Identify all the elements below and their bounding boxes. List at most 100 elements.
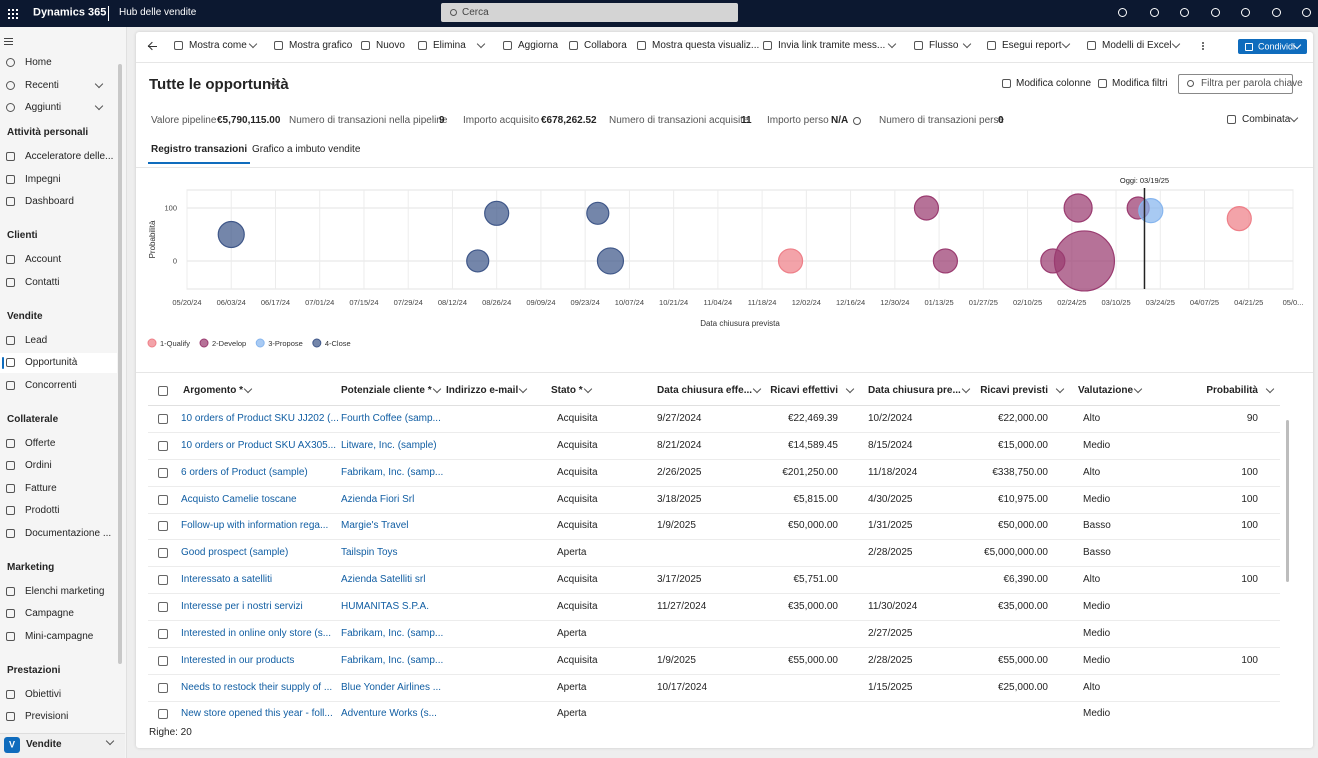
nav-item[interactable]: Campagne xyxy=(25,608,74,619)
nav-item[interactable]: Home xyxy=(25,57,52,68)
area-switcher[interactable] xyxy=(0,733,125,758)
cell-link[interactable]: Margie's Travel xyxy=(341,520,409,532)
nav-item[interactable]: Lead xyxy=(25,334,48,346)
view-action[interactable]: Modifica filtri xyxy=(1112,78,1168,89)
menu-line[interactable] xyxy=(4,38,13,39)
nav-item[interactable]: Ordini xyxy=(25,460,52,471)
cell-link[interactable]: Fabrikam, Inc. (samp... xyxy=(341,654,444,666)
cell-link[interactable]: Acquisto Camelie toscane xyxy=(181,493,297,505)
cell-link[interactable]: 10 orders of Product SKU JJ202 (... xyxy=(181,413,339,424)
column-header[interactable]: Indirizzo e-mail xyxy=(446,385,519,396)
nav-item[interactable]: Contatti xyxy=(25,276,60,288)
nav-item[interactable]: Aggiunti xyxy=(25,102,62,113)
toolbar-button[interactable]: Nuovo xyxy=(376,40,405,51)
row-checkbox[interactable] xyxy=(158,414,168,424)
nav-item[interactable]: Impegni xyxy=(25,173,61,185)
nav-item[interactable]: Prodotti xyxy=(25,505,60,516)
nav-item[interactable]: Mini-campagne xyxy=(25,630,94,642)
column-header[interactable]: Data chiusura effe... xyxy=(657,385,753,396)
header-icon[interactable] xyxy=(1211,8,1220,17)
row-checkbox[interactable] xyxy=(158,440,168,451)
nav-item[interactable]: Account xyxy=(25,254,62,265)
more-dot[interactable] xyxy=(1202,42,1204,44)
cell-link[interactable]: Blue Yonder Airlines ... xyxy=(341,681,442,693)
cell-link[interactable]: Interesse per i nostri servizi xyxy=(181,600,303,612)
row-checkbox[interactable] xyxy=(158,494,168,505)
header-icon[interactable] xyxy=(1272,8,1281,17)
column-header[interactable]: Potenziale cliente * xyxy=(341,385,432,396)
header-icon[interactable] xyxy=(1241,8,1250,17)
share-button[interactable] xyxy=(1238,39,1307,54)
menu-line xyxy=(4,44,13,45)
nav-item[interactable]: Previsioni xyxy=(25,711,69,722)
nav-item[interactable]: Concorrenti xyxy=(25,379,77,391)
cell-link[interactable]: 6 orders of Product (sample) xyxy=(181,466,308,478)
row-checkbox[interactable] xyxy=(158,467,168,478)
column-header[interactable]: Argomento * xyxy=(183,385,243,396)
cell-link[interactable]: Adventure Works (s... xyxy=(341,708,437,720)
row-checkbox[interactable] xyxy=(158,682,168,693)
cell-link[interactable]: Good prospect (sample) xyxy=(181,547,289,559)
cell-link[interactable]: Interessato a satelliti xyxy=(181,574,273,586)
filter-box[interactable] xyxy=(1178,74,1293,94)
cell-link[interactable]: Fourth Coffee (samp... xyxy=(341,413,441,424)
nav-item[interactable]: Acceleratore delle... xyxy=(25,151,114,162)
cell-link[interactable]: Azienda Satelliti srl xyxy=(341,574,426,586)
cell-link[interactable]: Tailspin Toys xyxy=(341,547,398,559)
row-checkbox[interactable] xyxy=(158,628,168,639)
back-button[interactable] xyxy=(148,46,157,47)
nav-item[interactable]: Documentazione ... xyxy=(25,527,112,539)
cell-link[interactable]: Interested in online only store (s... xyxy=(181,627,332,639)
view-action[interactable]: Modifica colonne xyxy=(1016,78,1092,89)
cell-link[interactable]: Needs to restock their supply of ... xyxy=(181,681,333,693)
toolbar-button[interactable]: Aggiorna xyxy=(518,40,559,51)
toolbar-button[interactable]: Collabora xyxy=(584,40,627,51)
toolbar-button[interactable]: Flusso xyxy=(929,40,959,51)
column-header[interactable]: Data chiusura pre... xyxy=(868,385,961,396)
row-checkbox[interactable] xyxy=(158,548,168,559)
column-header[interactable]: Stato * xyxy=(551,385,583,396)
header-icon[interactable] xyxy=(1118,8,1127,17)
cell-link[interactable]: HUMANITAS S.P.A. xyxy=(341,600,429,612)
cell-link[interactable]: Interested in our products xyxy=(181,654,295,666)
row-checkbox[interactable] xyxy=(158,521,168,532)
column-header[interactable]: Ricavi previsti xyxy=(980,385,1048,396)
cell-link[interactable]: New store opened this year - foll... xyxy=(181,708,333,720)
search-box[interactable] xyxy=(441,3,738,22)
column-header[interactable]: Ricavi effettivi xyxy=(770,385,838,396)
nav-item[interactable]: Offerte xyxy=(25,437,56,449)
column-header[interactable]: Probabilità xyxy=(1206,385,1258,396)
cell-link[interactable]: Fabrikam, Inc. (samp... xyxy=(341,627,444,639)
toolbar-button[interactable]: Mostra come xyxy=(189,40,247,51)
cell-link[interactable]: Fabrikam, Inc. (samp... xyxy=(341,466,444,478)
row-checkbox[interactable] xyxy=(158,709,168,720)
toolbar-button[interactable]: Mostra questa visualiz... xyxy=(652,40,760,51)
cell-link[interactable]: Litware, Inc. (sample) xyxy=(341,439,437,451)
row-checkbox[interactable] xyxy=(158,601,168,612)
cell-link[interactable]: Azienda Fiori Srl xyxy=(341,493,415,505)
nav-item[interactable]: Obiettivi xyxy=(25,688,62,700)
toolbar-button[interactable]: Elimina xyxy=(433,40,466,51)
cell-link[interactable]: 10 orders or Product SKU AX305... xyxy=(181,439,337,451)
tab[interactable]: Registro transazioni xyxy=(151,144,248,155)
nav-item[interactable]: Dashboard xyxy=(25,196,74,207)
header-icon[interactable] xyxy=(1302,8,1311,17)
toolbar-button[interactable]: Modelli di Excel xyxy=(1102,40,1172,51)
tab[interactable]: Grafico a imbuto vendite xyxy=(252,144,361,155)
nav-item[interactable]: Recenti xyxy=(25,79,59,91)
nav-item[interactable]: Opportunità xyxy=(25,357,78,368)
column-header[interactable]: Valutazione xyxy=(1078,385,1134,396)
view-mode[interactable]: Combinata xyxy=(1242,114,1291,125)
header-icon[interactable] xyxy=(1150,8,1159,17)
view-title[interactable]: Tutte le opportunità xyxy=(149,76,289,93)
nav-item[interactable]: Fatture xyxy=(25,482,57,494)
checkbox[interactable] xyxy=(158,386,168,396)
header-icon[interactable] xyxy=(1180,8,1189,17)
toolbar-button[interactable]: Mostra grafico xyxy=(289,40,353,51)
toolbar-button[interactable]: Invia link tramite mess... xyxy=(778,40,886,51)
toolbar-button[interactable]: Esegui report xyxy=(1002,40,1062,51)
nav-item[interactable]: Elenchi marketing xyxy=(25,585,105,597)
cell-link[interactable]: Follow-up with information rega... xyxy=(181,520,329,532)
row-checkbox[interactable] xyxy=(158,655,168,666)
row-checkbox[interactable] xyxy=(158,575,168,586)
